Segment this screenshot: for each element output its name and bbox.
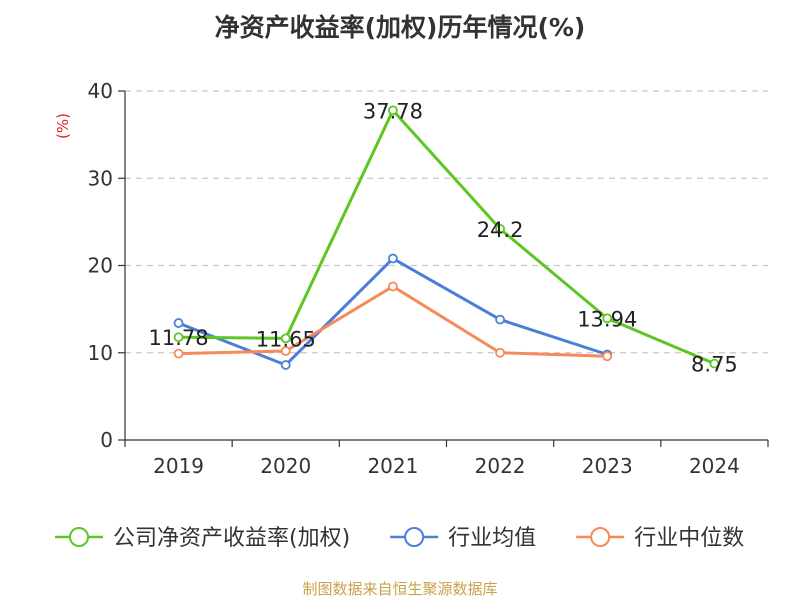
data-label: 11.65 bbox=[256, 327, 316, 351]
data-point bbox=[495, 347, 505, 358]
y-tick-label: 40 bbox=[88, 79, 113, 103]
x-tick-label: 2020 bbox=[260, 454, 311, 478]
series-line bbox=[178, 108, 716, 366]
data-point bbox=[173, 348, 184, 359]
grid-lines bbox=[125, 90, 768, 354]
data-point bbox=[495, 223, 505, 234]
legend-swatch-marker bbox=[590, 527, 611, 547]
data-point bbox=[280, 333, 291, 344]
data-point bbox=[173, 318, 184, 328]
y-tick-label: 0 bbox=[100, 428, 113, 452]
chart-title: 净资产收益率(加权)历年情况(%) bbox=[214, 13, 586, 42]
data-label: 8.75 bbox=[691, 353, 738, 377]
legend-swatch-marker bbox=[69, 527, 89, 547]
x-tick-label: 2019 bbox=[153, 454, 204, 478]
data-label: 37.78 bbox=[363, 99, 423, 123]
data-point bbox=[602, 351, 613, 362]
axes: 0 10 20 30 40 2019 2020 2021 2022 2023 2024 bbox=[88, 79, 769, 478]
series-points bbox=[173, 105, 720, 370]
legend: 公司净资产收益率(加权) 行业均值 行业中位数 bbox=[55, 526, 744, 551]
y-axis-label: (%) bbox=[54, 113, 72, 139]
legend-label: 行业均值 bbox=[448, 526, 536, 551]
data-point bbox=[388, 253, 398, 264]
data-point bbox=[173, 332, 184, 343]
data-point bbox=[388, 105, 398, 116]
data-label: 11.78 bbox=[149, 326, 209, 350]
data-point bbox=[602, 313, 613, 324]
data-point bbox=[709, 358, 720, 369]
legend-label: 行业中位数 bbox=[634, 526, 744, 551]
legend-label: 公司净资产收益率(加权) bbox=[113, 526, 350, 551]
data-point bbox=[495, 314, 505, 325]
x-tick-label: 2024 bbox=[689, 454, 740, 478]
x-tick-label: 2022 bbox=[475, 454, 526, 478]
y-tick-label: 10 bbox=[88, 341, 113, 365]
data-point bbox=[280, 360, 291, 370]
series-line bbox=[178, 284, 608, 358]
legend-swatch-marker bbox=[404, 527, 425, 547]
x-tick-label: 2021 bbox=[367, 454, 418, 478]
series-line bbox=[178, 257, 608, 367]
y-tick-label: 20 bbox=[88, 254, 113, 278]
y-tick-label: 30 bbox=[88, 166, 113, 190]
source-note: 制图数据来自恒生聚源数据库 bbox=[302, 580, 498, 598]
data-point bbox=[388, 281, 398, 292]
x-tick-label: 2023 bbox=[582, 454, 633, 478]
data-point bbox=[280, 346, 291, 356]
data-labels: 11.78 11.65 37.78 24.2 13.94 8.75 bbox=[149, 99, 738, 376]
data-label: 24.2 bbox=[477, 218, 524, 242]
data-label: 13.94 bbox=[577, 307, 637, 331]
